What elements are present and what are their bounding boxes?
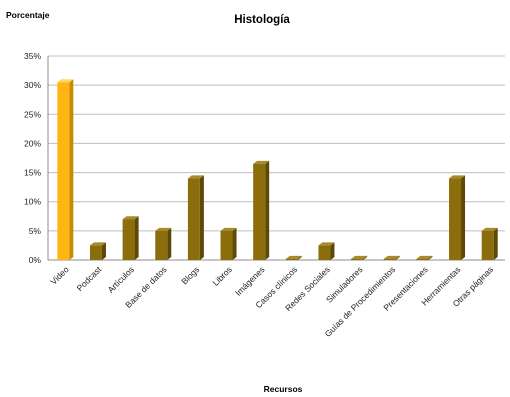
bar-front xyxy=(383,258,396,260)
bar xyxy=(122,216,139,260)
bar-side xyxy=(232,227,237,260)
bar-top xyxy=(89,242,106,246)
bar xyxy=(318,242,335,260)
bar-front xyxy=(449,178,462,260)
bar xyxy=(416,255,433,260)
bar xyxy=(351,255,368,260)
bar-side xyxy=(297,255,302,260)
bar-front xyxy=(351,258,364,260)
bar-side xyxy=(199,175,204,260)
bar-top xyxy=(187,175,204,179)
bar xyxy=(57,79,74,260)
bar-top xyxy=(351,255,368,259)
bar-front xyxy=(318,245,331,260)
bar-front xyxy=(416,258,429,260)
chart-title: Histología xyxy=(234,14,290,26)
gridlines xyxy=(47,55,505,261)
x-tick-label: Video xyxy=(48,264,71,287)
bar xyxy=(187,175,204,260)
x-tick-label: Podcast xyxy=(75,264,104,293)
y-tick-label: 30% xyxy=(24,80,41,90)
bar-side xyxy=(395,255,400,260)
bar-front xyxy=(253,163,266,260)
y-tick-label: 20% xyxy=(24,138,41,148)
bar xyxy=(253,160,270,260)
x-tick-label: Artículos xyxy=(106,264,136,294)
bar-top xyxy=(220,227,237,231)
bar-side xyxy=(265,160,270,260)
bar xyxy=(285,255,302,260)
bar-side xyxy=(428,255,433,260)
bar-front xyxy=(89,245,102,260)
y-axis-title: Porcentaje xyxy=(6,10,50,20)
bar-side xyxy=(493,227,498,260)
bar xyxy=(481,227,498,260)
bar-side xyxy=(461,175,466,260)
bar-front xyxy=(155,230,168,260)
bar xyxy=(155,227,172,260)
bar-front xyxy=(481,230,494,260)
bar-side xyxy=(101,242,106,260)
bars xyxy=(57,79,498,260)
bar-top xyxy=(253,160,270,164)
bar-top xyxy=(122,216,139,220)
y-tick-label: 10% xyxy=(24,197,41,207)
bar xyxy=(383,255,400,260)
x-axis-title: Recursos xyxy=(264,384,303,394)
bar-front xyxy=(187,178,200,260)
bar-side xyxy=(69,79,74,260)
bar-side xyxy=(330,242,335,260)
bar-front xyxy=(122,219,135,260)
y-tick-label: 25% xyxy=(24,109,41,119)
bar-top xyxy=(155,227,172,231)
bar xyxy=(89,242,106,260)
bar-top xyxy=(57,79,74,83)
bar-top xyxy=(318,242,335,246)
bar-side xyxy=(363,255,368,260)
y-tick-label: 15% xyxy=(24,168,41,178)
bar xyxy=(449,175,466,260)
bar xyxy=(220,227,237,260)
bar-front xyxy=(57,82,70,260)
bar-side xyxy=(167,227,172,260)
x-tick-label: Blogs xyxy=(179,264,201,286)
bar-front xyxy=(220,230,233,260)
bar-top xyxy=(416,255,433,259)
bar-front xyxy=(285,258,298,260)
bar-top xyxy=(285,255,302,259)
bar-top xyxy=(449,175,466,179)
y-tick-label: 0% xyxy=(29,255,42,265)
y-axis-ticks: 0% 5% 10% 15% 20% 25% 30% 35% xyxy=(24,51,41,265)
bar-top xyxy=(481,227,498,231)
y-tick-label: 5% xyxy=(29,226,42,236)
bar-top xyxy=(383,255,400,259)
bar-side xyxy=(134,216,139,260)
x-tick-label: Libros xyxy=(211,264,234,287)
x-tick-label: Imágenes xyxy=(233,264,266,297)
y-tick-label: 35% xyxy=(24,51,41,61)
